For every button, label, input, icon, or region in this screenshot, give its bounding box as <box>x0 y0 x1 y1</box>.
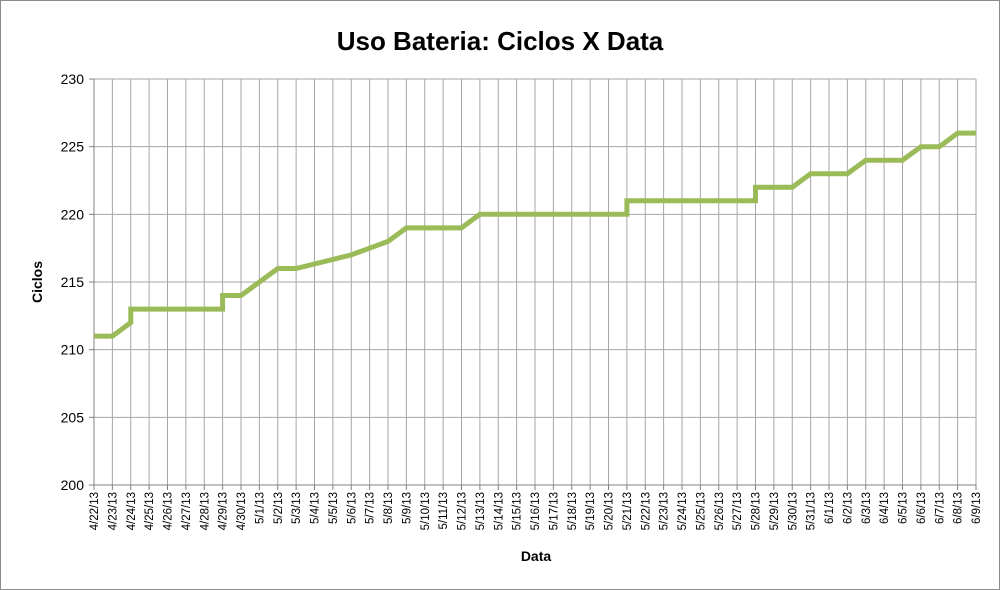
x-tick-label: 5/18/13 <box>567 492 579 530</box>
x-tick-label: 5/7/13 <box>365 492 377 524</box>
x-tick-label: 5/2/13 <box>273 492 285 524</box>
x-tick-label: 4/26/13 <box>163 492 175 530</box>
chart-title: Uso Bateria: Ciclos X Data <box>337 26 664 56</box>
gridlines <box>93 78 977 486</box>
x-tick-label: 5/5/13 <box>328 492 340 524</box>
x-tick-label: 5/29/13 <box>769 492 781 530</box>
x-tick-label: 5/24/13 <box>677 492 689 530</box>
x-tick-label: 4/23/13 <box>107 492 119 530</box>
x-tick-label: 5/4/13 <box>310 492 322 524</box>
series-line <box>94 130 976 339</box>
x-tick-label: 5/26/13 <box>714 492 726 530</box>
y-tick-label: 225 <box>61 139 85 155</box>
x-tick-label: 5/14/13 <box>493 492 505 530</box>
series-group <box>94 130 976 339</box>
x-tick-label: 5/19/13 <box>585 492 597 530</box>
y-tick-label: 205 <box>61 409 85 425</box>
x-tick-label: 4/22/13 <box>89 492 101 530</box>
x-tick-label: 6/7/13 <box>934 492 946 524</box>
x-tick-label: 5/31/13 <box>806 492 818 530</box>
x-tick-label: 4/29/13 <box>218 492 230 530</box>
x-tick-label: 6/9/13 <box>971 492 983 524</box>
y-tick-label: 220 <box>61 206 85 222</box>
x-tick-label: 5/12/13 <box>457 492 469 530</box>
x-tick-label: 5/30/13 <box>787 492 799 530</box>
x-tick-label: 5/23/13 <box>659 492 671 530</box>
x-tick-label: 6/1/13 <box>824 492 836 524</box>
y-tick-label: 230 <box>61 71 85 87</box>
x-tick-label: 5/20/13 <box>604 492 616 530</box>
x-tick-label: 5/1/13 <box>254 492 266 524</box>
x-tick-label: 5/25/13 <box>695 492 707 530</box>
x-tick-label: 6/6/13 <box>916 492 928 524</box>
x-tick-label: 6/4/13 <box>879 492 891 524</box>
x-tick-label: 6/2/13 <box>842 492 854 524</box>
axes <box>89 78 977 490</box>
y-tick-labels: 200 205 210 215 220 225 230 <box>61 71 85 493</box>
x-tick-label: 4/24/13 <box>126 492 138 530</box>
x-tick-label: 5/6/13 <box>346 492 358 524</box>
x-tick-label: 4/28/13 <box>199 492 211 530</box>
x-tick-labels: 4/22/13 4/23/13 4/24/13 4/25/13 4/26/13 4/27/… <box>89 492 983 530</box>
x-tick-label: 5/28/13 <box>751 492 763 530</box>
x-tick-label: 4/27/13 <box>181 492 193 530</box>
x-tick-label: 6/3/13 <box>861 492 873 524</box>
x-tick-label: 5/11/13 <box>438 492 450 530</box>
x-tick-label: 5/27/13 <box>732 492 744 530</box>
y-axis-title: Ciclos <box>29 261 45 303</box>
x-tick-label: 5/3/13 <box>291 492 303 524</box>
y-tick-label: 215 <box>61 274 85 290</box>
x-tick-label: 6/8/13 <box>953 492 965 524</box>
y-tick-label: 210 <box>61 342 85 358</box>
x-tick-label: 6/5/13 <box>898 492 910 524</box>
x-tick-label: 5/16/13 <box>530 492 542 530</box>
x-tick-label: 5/21/13 <box>622 492 634 530</box>
y-tick-label: 200 <box>61 477 85 493</box>
x-tick-label: 5/10/13 <box>420 492 432 530</box>
x-tick-label: 4/30/13 <box>236 492 248 530</box>
x-tick-label: 4/25/13 <box>144 492 156 530</box>
x-tick-label: 5/22/13 <box>640 492 652 530</box>
x-tick-label: 5/13/13 <box>475 492 487 530</box>
x-tick-label: 5/9/13 <box>401 492 413 524</box>
x-tick-label: 5/15/13 <box>512 492 524 530</box>
x-tick-label: 5/17/13 <box>548 492 560 530</box>
x-axis-title: Data <box>521 548 552 564</box>
x-tick-label: 5/8/13 <box>383 492 395 524</box>
